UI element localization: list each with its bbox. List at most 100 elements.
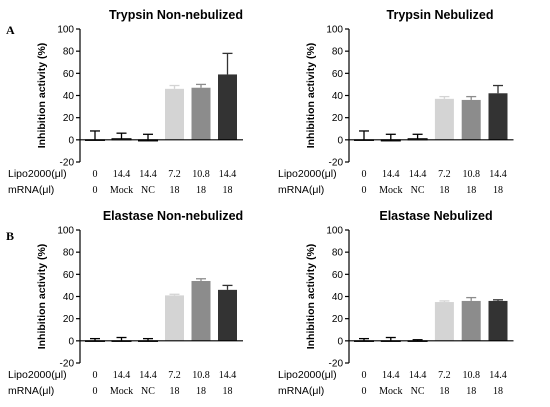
category-label-lipo: 14.4: [409, 370, 427, 381]
bar: [218, 289, 237, 341]
category-label-lipo: 14.4: [409, 169, 427, 180]
row-label-mrna: mRNA(μl): [278, 385, 324, 397]
bar: [488, 300, 508, 341]
category-label-lipo: 14.4: [113, 370, 131, 381]
category-label-mrna: 0: [93, 185, 98, 196]
category-label-lipo: 14.4: [489, 370, 507, 381]
category-label-mrna: NC: [411, 185, 425, 196]
category-label-lipo: 14.4: [219, 169, 237, 180]
category-label-lipo: 10.8: [462, 169, 480, 180]
row-label-lipo: Lipo2000(μl): [8, 168, 67, 180]
category-label-mrna: 18: [466, 185, 476, 196]
category-label-lipo: 10.8: [192, 169, 210, 180]
category-label-mrna: 0: [362, 386, 367, 397]
category-label-mrna: 18: [466, 386, 476, 397]
y-tick-label: 60: [63, 69, 75, 80]
category-label-lipo: 14.4: [113, 169, 131, 180]
category-label-lipo: 7.2: [168, 370, 181, 381]
y-tick-label: 80: [332, 248, 344, 259]
category-label-lipo: 7.2: [438, 169, 451, 180]
category-label-lipo: 7.2: [168, 169, 181, 180]
panel-label-b: B: [6, 229, 14, 243]
category-label-mrna: 18: [493, 386, 503, 397]
category-label-mrna: 18: [170, 386, 180, 397]
chart-panel-1: Trypsin Non-nebulized Inhibition activity…: [8, 8, 243, 196]
category-label-mrna: NC: [141, 386, 155, 397]
category-label-mrna: 18: [196, 386, 206, 397]
y-axis-label: Inhibition activity (%): [36, 43, 48, 149]
category-label-mrna: Mock: [110, 185, 133, 196]
category-label-lipo: 0: [93, 370, 98, 381]
y-tick-label: 40: [63, 91, 75, 102]
bar: [461, 300, 481, 341]
y-tick-label: 60: [63, 270, 75, 281]
y-tick-label: 20: [332, 113, 344, 124]
y-tick-label: 80: [63, 47, 75, 58]
y-tick-label: 60: [332, 69, 344, 80]
category-label-lipo: 0: [362, 169, 367, 180]
y-axis-label: Inhibition activity (%): [305, 244, 317, 350]
y-tick-label: 40: [63, 292, 75, 303]
category-label-lipo: 14.4: [382, 370, 400, 381]
y-tick-label: 80: [332, 47, 344, 58]
category-label-lipo: 14.4: [382, 169, 400, 180]
category-label-mrna: 18: [439, 185, 449, 196]
category-label-mrna: 18: [439, 386, 449, 397]
category-label-mrna: 18: [196, 185, 206, 196]
category-label-lipo: 14.4: [489, 169, 507, 180]
chart-title: Trypsin Non-nebulized: [109, 8, 243, 22]
y-axis-label: Inhibition activity (%): [305, 43, 317, 149]
category-label-mrna: 18: [223, 386, 233, 397]
category-label-mrna: NC: [411, 386, 425, 397]
y-tick-label: 60: [332, 270, 344, 281]
category-label-lipo: 10.8: [462, 370, 480, 381]
y-tick-label: 0: [68, 336, 74, 347]
y-tick-label: 100: [57, 226, 74, 237]
panel-label-a: A: [6, 23, 15, 37]
bar: [218, 74, 237, 140]
category-label-mrna: Mock: [379, 185, 402, 196]
row-label-mrna: mRNA(μl): [278, 184, 324, 196]
row-label-mrna: mRNA(μl): [8, 385, 54, 397]
y-tick-label: 0: [68, 135, 74, 146]
category-label-mrna: Mock: [110, 386, 133, 397]
chart-title: Trypsin Nebulized: [387, 8, 494, 22]
y-tick-label: 20: [332, 314, 344, 325]
y-tick-label: 0: [337, 135, 343, 146]
y-tick-label: 100: [326, 25, 343, 36]
category-label-lipo: 14.4: [139, 169, 157, 180]
chart-panel-2: Trypsin Nebulized Inhibition activity (%)…: [278, 8, 514, 196]
y-tick-label: 40: [332, 292, 344, 303]
chart-title: Elastase Nebulized: [379, 209, 492, 223]
y-tick-label: -20: [329, 359, 344, 370]
y-axis-label: Inhibition activity (%): [36, 244, 48, 350]
category-label-lipo: 0: [362, 370, 367, 381]
y-tick-label: 100: [326, 226, 343, 237]
y-tick-label: 20: [63, 314, 75, 325]
bar: [191, 280, 211, 341]
y-tick-label: -20: [60, 359, 75, 370]
y-tick-label: 80: [63, 248, 75, 259]
category-label-lipo: 0: [93, 169, 98, 180]
chart-title: Elastase Non-nebulized: [103, 209, 243, 223]
y-tick-label: 0: [337, 336, 343, 347]
chart-panel-4: Elastase Nebulized Inhibition activity (%…: [278, 209, 514, 397]
bar: [461, 99, 481, 140]
row-label-mrna: mRNA(μl): [8, 184, 54, 196]
row-label-lipo: Lipo2000(μl): [278, 369, 337, 381]
bar: [191, 87, 211, 140]
category-label-mrna: NC: [141, 185, 155, 196]
category-label-mrna: 18: [223, 185, 233, 196]
bar: [165, 295, 184, 341]
y-tick-label: 20: [63, 113, 75, 124]
bar: [488, 93, 508, 140]
category-label-lipo: 7.2: [438, 370, 451, 381]
category-label-mrna: Mock: [379, 386, 402, 397]
row-label-lipo: Lipo2000(μl): [278, 168, 337, 180]
bar: [434, 98, 454, 140]
y-tick-label: -20: [329, 158, 344, 169]
bar: [434, 302, 454, 341]
category-label-mrna: 18: [493, 185, 503, 196]
category-label-lipo: 14.4: [219, 370, 237, 381]
